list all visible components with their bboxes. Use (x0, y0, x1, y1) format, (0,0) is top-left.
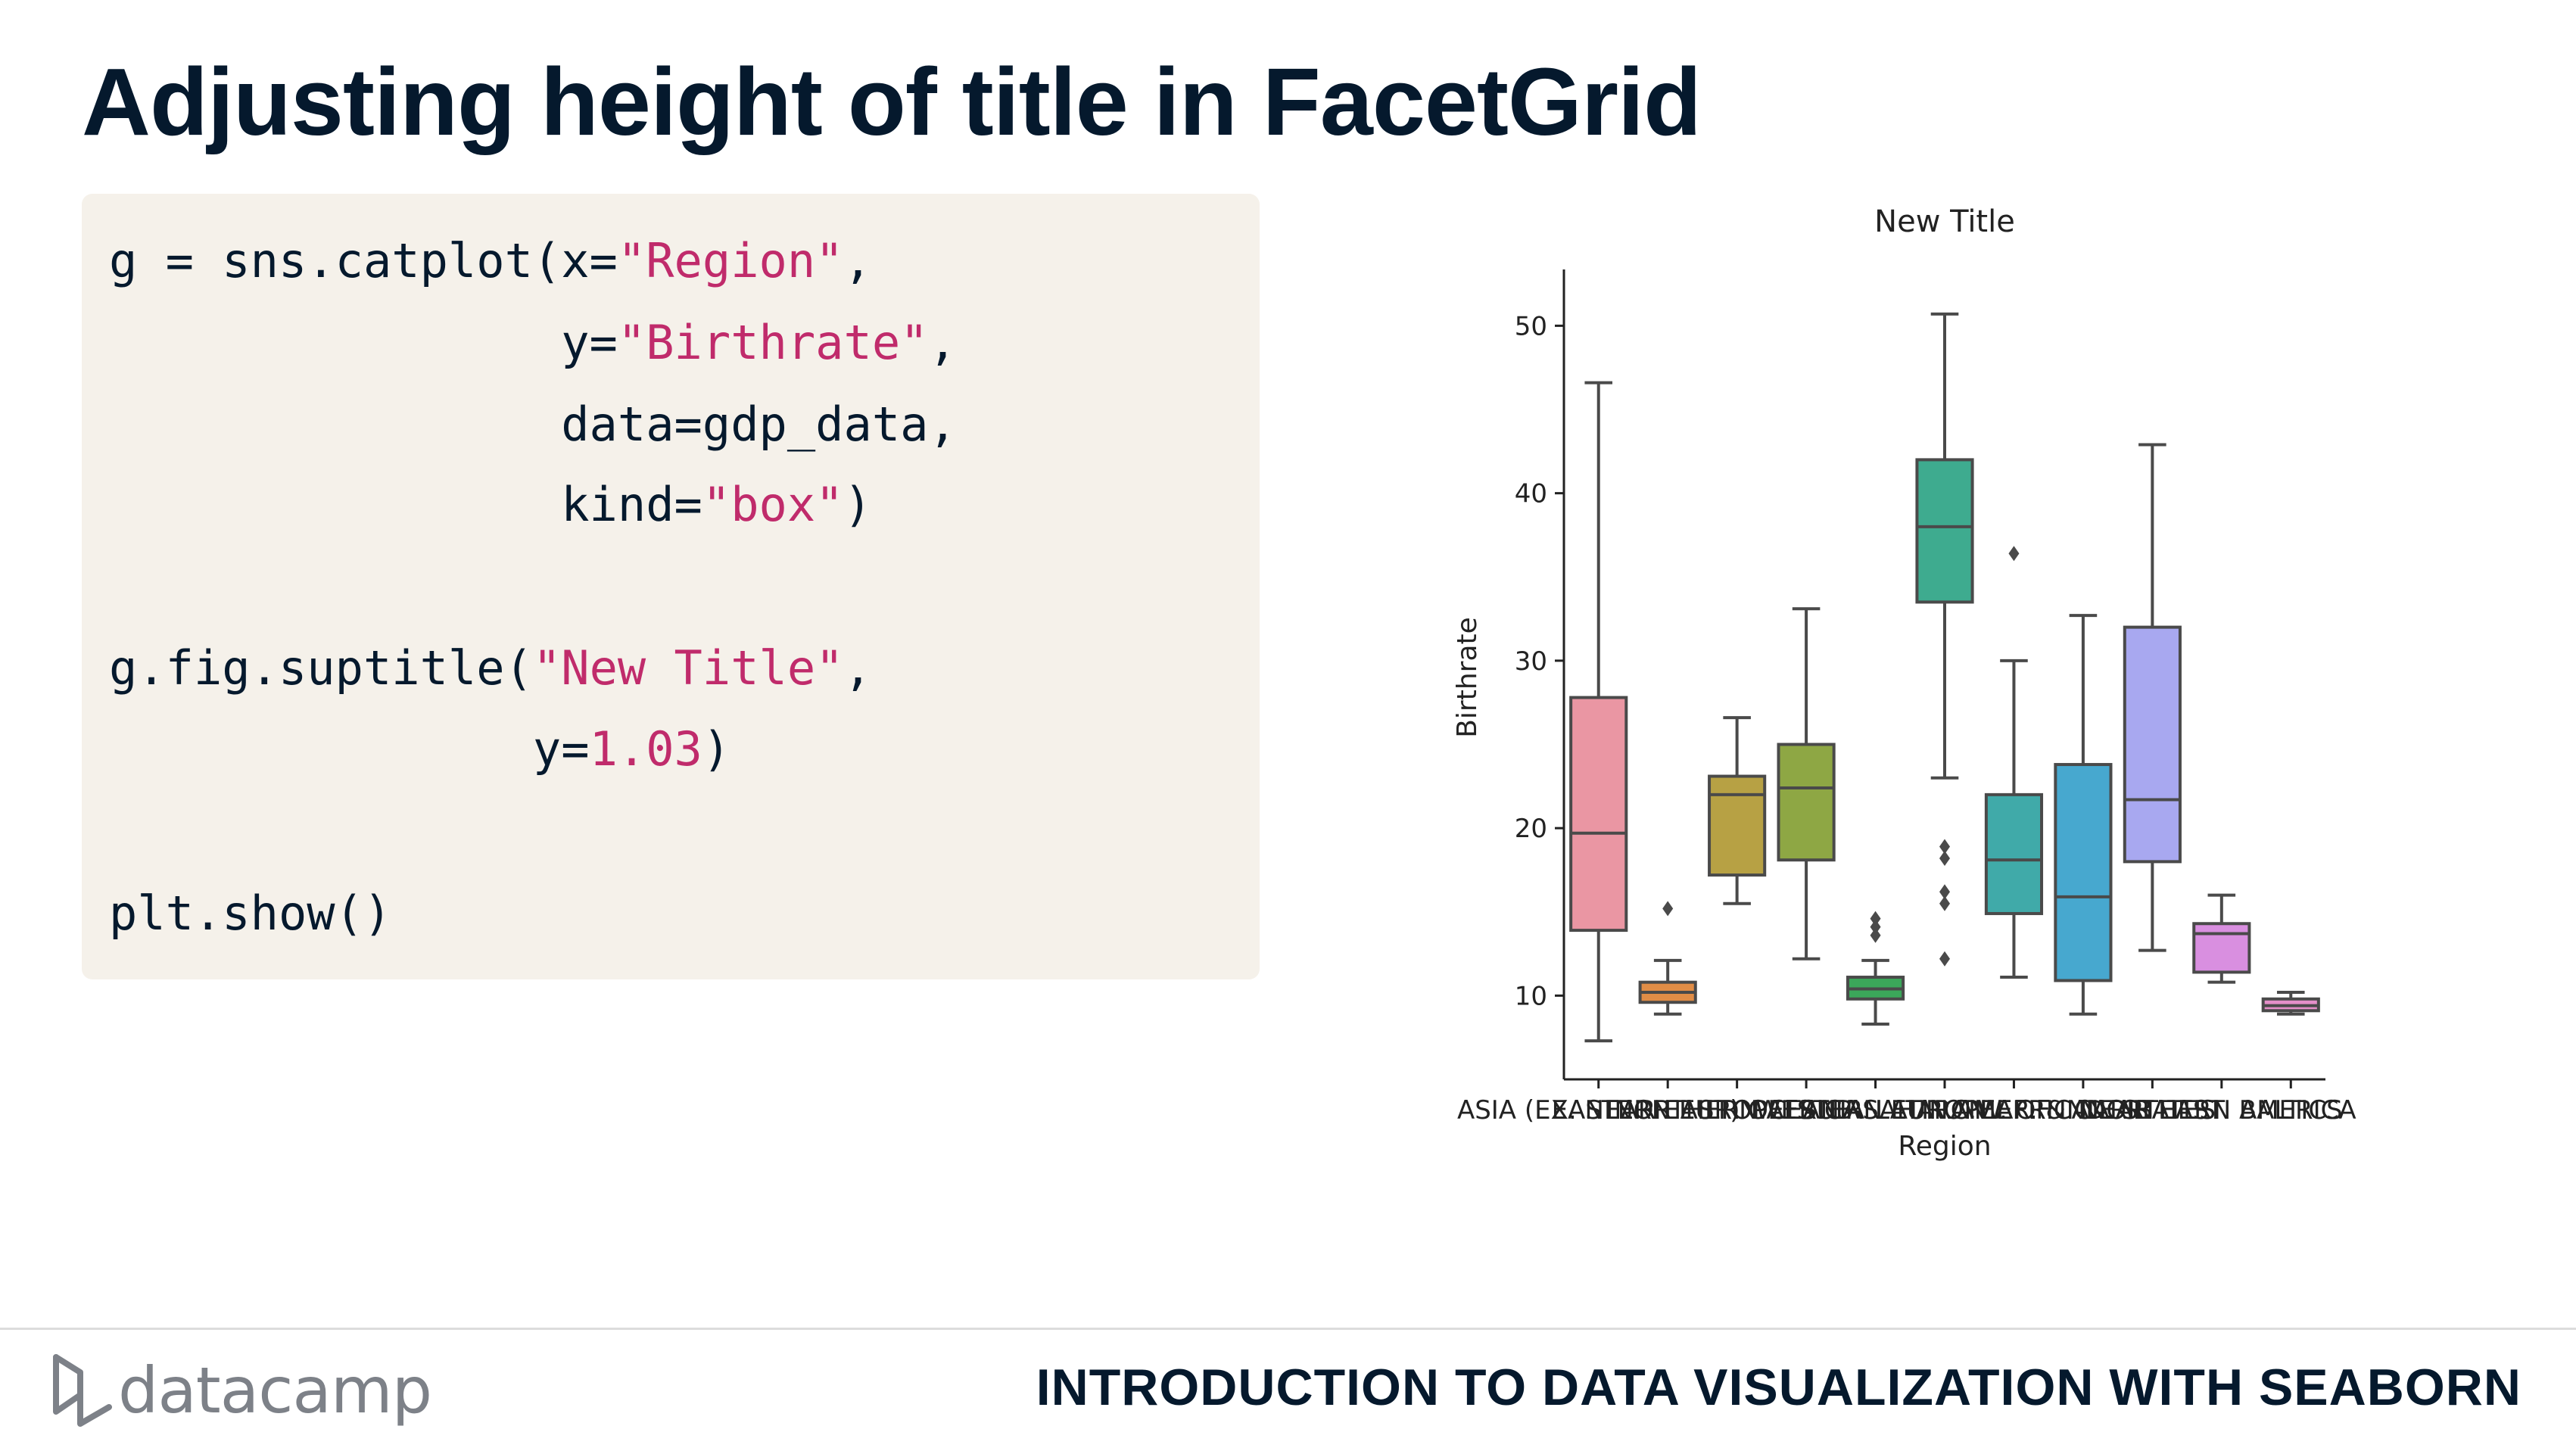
x-tick-label: NORTHERN AFRICA (1614, 1095, 1860, 1126)
code-line-1: g = sns.catplot(x="Region", (109, 238, 872, 285)
y-tick-label: 20 (1515, 814, 1547, 844)
slide-title: Adjusting height of title in FacetGrid (82, 48, 1702, 155)
outlier-point (1939, 839, 1950, 855)
code-token: ) (843, 477, 872, 532)
code-panel: g = sns.catplot(x="Region", y="Birthrate… (82, 194, 1260, 979)
outlier-point (1662, 901, 1674, 917)
footer-divider (0, 1328, 2576, 1330)
box-3 (1708, 774, 1767, 877)
y-tick-label: 40 (1515, 479, 1547, 509)
outlier-point (1939, 951, 1950, 967)
code-line-7: plt.show() (109, 890, 391, 937)
box-7 (1984, 792, 2044, 915)
x-tick-label: LATIN AMER. & CARIB (1875, 1095, 2153, 1126)
x-tick-label: BALTICS (2239, 1095, 2343, 1126)
chart-title: New Title (1874, 204, 2015, 239)
code-line-3: data=gdp_data, (109, 401, 957, 448)
y-tick-label: 30 (1515, 646, 1547, 677)
code-token: data=gdp_data, (109, 397, 957, 452)
code-string: "Region" (617, 233, 844, 288)
code-token: , (928, 315, 957, 370)
code-line-5: g.fig.suptitle("New Title", (109, 645, 872, 692)
code-line-2: y="Birthrate", (109, 319, 957, 366)
code-token: kind= (109, 477, 702, 532)
outlier-point (1870, 927, 1881, 943)
code-token: y= (109, 315, 618, 370)
code-token: g.fig.suptitle( (109, 640, 533, 696)
outlier-point (1939, 884, 1950, 900)
outlier-point (1939, 850, 1950, 866)
box-9 (2123, 625, 2182, 864)
datacamp-logo-icon (53, 1354, 112, 1427)
code-line-6: y=1.03) (109, 726, 730, 773)
datacamp-logo-text: datacamp (118, 1353, 432, 1428)
code-token: y= (109, 721, 590, 777)
boxplot-chart: New Title 10 20 30 40 50 Birthrate ASIA (EX. NE… (1452, 204, 2356, 1162)
code-token: ) (702, 721, 731, 777)
box-10 (2192, 922, 2251, 974)
x-tick-label: C.W. OF IND. STATES (1951, 1095, 2216, 1126)
box-1 (1569, 696, 1628, 933)
x-axis-label: Region (1898, 1131, 1991, 1162)
y-tick-label: 10 (1515, 981, 1547, 1011)
x-tick-label: NORTHERN AMERICA (2087, 1095, 2356, 1126)
x-tick-label: OCEANIA (1748, 1095, 1864, 1126)
x-tick-label: ASIA (EX. NEAR EAST) (1457, 1095, 1740, 1126)
code-token: , (843, 640, 872, 696)
code-string: "Birthrate" (617, 315, 929, 370)
x-tick-label: WESTERN EUROPE (1755, 1095, 1996, 1126)
code-token: plt.show() (109, 886, 392, 941)
code-string: "New Title" (532, 640, 844, 696)
code-string: "box" (702, 477, 844, 532)
course-title: INTRODUCTION TO DATA VISUALIZATION WITH … (1036, 1359, 2521, 1416)
outlier-point (2008, 546, 2020, 562)
outlier-point (1939, 895, 1950, 911)
datacamp-logo: datacamp (50, 1349, 432, 1432)
code-token: g = sns.catplot(x= (109, 233, 618, 288)
code-token: , (843, 233, 872, 288)
code-number: 1.03 (589, 721, 702, 777)
x-tick-label: SUB-SAHARAN AFRICA (1800, 1095, 2089, 1126)
outlier-point (1870, 911, 1881, 926)
y-tick-label: 50 (1515, 311, 1547, 341)
y-axis-label: Birthrate (1452, 617, 1483, 738)
box-6 (1915, 458, 1974, 604)
x-tick-label: NEAR EAST (2080, 1095, 2226, 1126)
outlier-point (1870, 919, 1881, 935)
code-line-4: kind="box") (109, 481, 872, 528)
box-4 (1777, 743, 1836, 862)
box-8 (2054, 763, 2113, 982)
x-tick-label: EASTERN EUROPE (1552, 1095, 1784, 1126)
